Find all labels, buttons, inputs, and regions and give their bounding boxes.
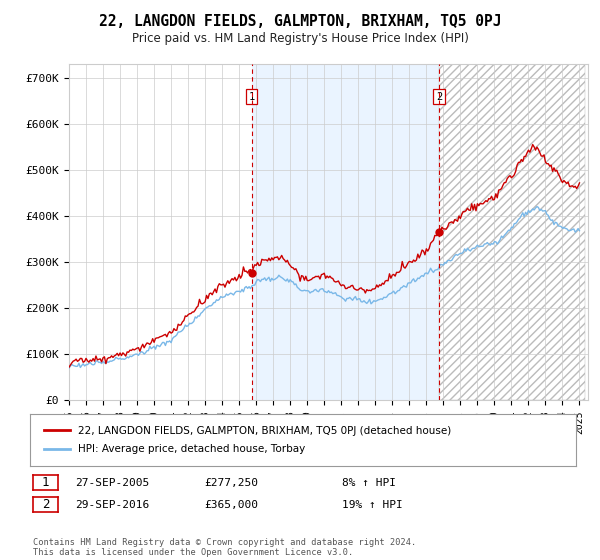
Text: 1: 1	[42, 476, 49, 489]
Text: £277,250: £277,250	[204, 478, 258, 488]
Text: 22, LANGDON FIELDS, GALMPTON, BRIXHAM, TQ5 0PJ: 22, LANGDON FIELDS, GALMPTON, BRIXHAM, T…	[99, 14, 501, 29]
Bar	[252, 64, 439, 400]
Text: Contains HM Land Registry data © Crown copyright and database right 2024.
This d: Contains HM Land Registry data © Crown c…	[33, 538, 416, 557]
Bar	[439, 64, 584, 400]
Text: 2: 2	[42, 498, 49, 511]
Text: £365,000: £365,000	[204, 500, 258, 510]
Text: 27-SEP-2005: 27-SEP-2005	[75, 478, 149, 488]
Text: 29-SEP-2016: 29-SEP-2016	[75, 500, 149, 510]
Text: 1: 1	[248, 92, 255, 101]
Legend: 22, LANGDON FIELDS, GALMPTON, BRIXHAM, TQ5 0PJ (detached house), HPI: Average pr: 22, LANGDON FIELDS, GALMPTON, BRIXHAM, T…	[35, 418, 460, 463]
Text: Price paid vs. HM Land Registry's House Price Index (HPI): Price paid vs. HM Land Registry's House …	[131, 32, 469, 45]
Text: 19% ↑ HPI: 19% ↑ HPI	[342, 500, 403, 510]
Text: 2: 2	[436, 92, 442, 101]
Text: 8% ↑ HPI: 8% ↑ HPI	[342, 478, 396, 488]
